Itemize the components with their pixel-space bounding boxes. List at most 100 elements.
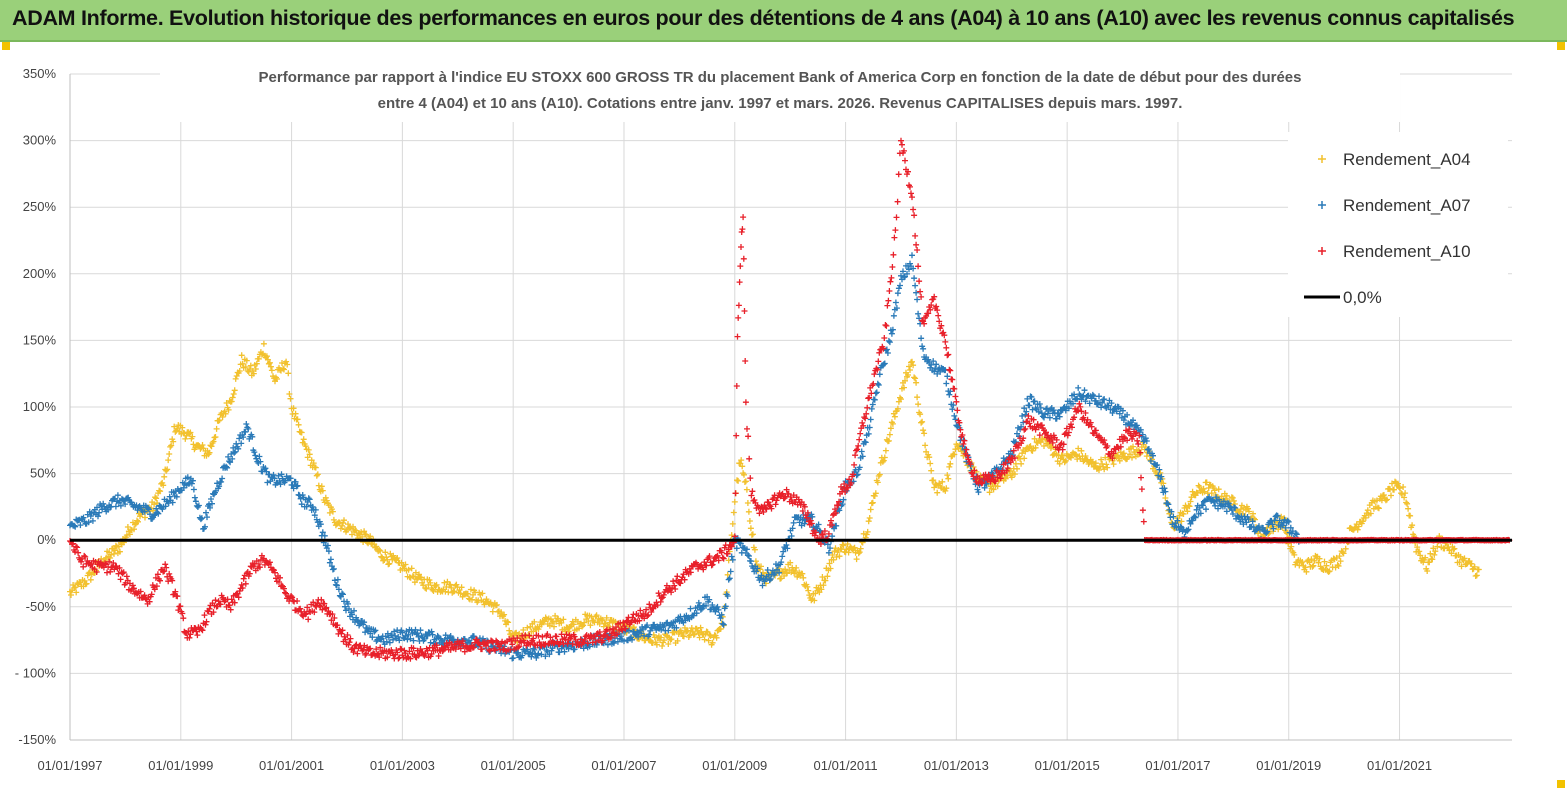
data-point <box>613 624 619 631</box>
data-point <box>1021 405 1028 412</box>
data-point <box>361 619 368 626</box>
legend-item: 0,0% <box>1304 288 1382 307</box>
data-point <box>558 619 565 626</box>
data-point <box>519 652 526 659</box>
data-point <box>245 368 252 375</box>
data-point <box>703 562 710 569</box>
data-point <box>339 627 346 634</box>
data-point <box>361 528 368 535</box>
data-point <box>1120 450 1127 457</box>
data-point <box>406 648 413 655</box>
data-point <box>123 532 130 539</box>
data-point <box>252 452 259 459</box>
data-point <box>874 479 881 486</box>
data-point <box>889 326 896 333</box>
data-point <box>377 636 384 643</box>
data-point <box>1110 450 1117 457</box>
data-point <box>587 622 594 629</box>
data-point <box>1078 408 1085 415</box>
data-point <box>319 529 326 536</box>
data-point <box>71 585 78 591</box>
data-point <box>203 509 209 516</box>
data-point <box>712 608 719 615</box>
data-point <box>132 521 138 528</box>
data-point <box>560 616 567 623</box>
data-point <box>1082 410 1089 416</box>
data-point <box>726 575 733 582</box>
data-point <box>73 543 79 550</box>
data-point <box>866 424 873 431</box>
data-point <box>169 499 176 506</box>
data-point <box>812 529 819 536</box>
data-point <box>524 646 531 653</box>
data-point <box>280 365 286 372</box>
data-point <box>783 486 790 493</box>
data-point <box>173 493 180 500</box>
data-point <box>377 644 384 651</box>
data-point <box>407 635 414 642</box>
data-point <box>346 605 352 612</box>
data-point <box>748 492 755 499</box>
data-point <box>106 558 113 565</box>
data-point <box>889 420 896 427</box>
data-point <box>914 394 921 401</box>
data-point <box>946 391 953 398</box>
x-tick-label: 01/01/2001 <box>259 758 324 773</box>
x-tick-label: 01/01/2017 <box>1145 758 1210 773</box>
data-point <box>1468 560 1475 567</box>
data-point <box>604 641 611 648</box>
data-point <box>1399 491 1406 498</box>
data-point <box>643 606 650 613</box>
data-point <box>1070 400 1076 407</box>
data-point <box>1084 416 1091 423</box>
data-point <box>913 241 920 248</box>
data-point <box>130 585 137 592</box>
data-point <box>906 266 912 273</box>
data-point <box>1022 425 1029 432</box>
data-point <box>459 638 466 644</box>
data-point <box>87 513 94 520</box>
data-point <box>963 446 970 453</box>
data-point <box>1124 437 1131 444</box>
data-point <box>709 561 716 568</box>
data-point <box>333 582 340 589</box>
data-point <box>892 299 899 306</box>
data-point <box>217 601 224 608</box>
data-point <box>898 137 904 144</box>
data-point <box>346 639 353 646</box>
data-point <box>1035 408 1042 415</box>
data-point <box>383 638 390 645</box>
data-point <box>815 585 822 592</box>
data-point <box>601 631 608 638</box>
data-point <box>1063 425 1070 432</box>
data-point <box>232 375 239 382</box>
data-point <box>954 407 961 414</box>
data-point <box>1062 407 1069 414</box>
data-point <box>321 600 328 607</box>
data-point <box>541 641 548 648</box>
data-point <box>1397 485 1403 492</box>
data-point <box>742 399 749 406</box>
data-point <box>900 268 906 275</box>
data-point <box>340 591 346 598</box>
data-point <box>799 508 806 514</box>
data-point <box>172 588 179 595</box>
data-point <box>952 416 959 423</box>
data-point <box>1382 497 1389 504</box>
data-point <box>470 644 477 651</box>
data-point <box>829 533 836 540</box>
data-point <box>733 545 740 552</box>
data-point <box>678 629 685 636</box>
data-point <box>1072 451 1079 458</box>
data-point <box>167 443 174 450</box>
data-point <box>830 556 837 563</box>
data-point <box>919 418 926 425</box>
data-point <box>998 470 1005 477</box>
data-point <box>163 467 170 474</box>
data-point <box>872 490 879 497</box>
data-point <box>1287 524 1294 531</box>
data-point <box>206 605 213 612</box>
data-point <box>881 335 888 341</box>
data-point <box>943 344 950 351</box>
data-point <box>746 518 753 524</box>
